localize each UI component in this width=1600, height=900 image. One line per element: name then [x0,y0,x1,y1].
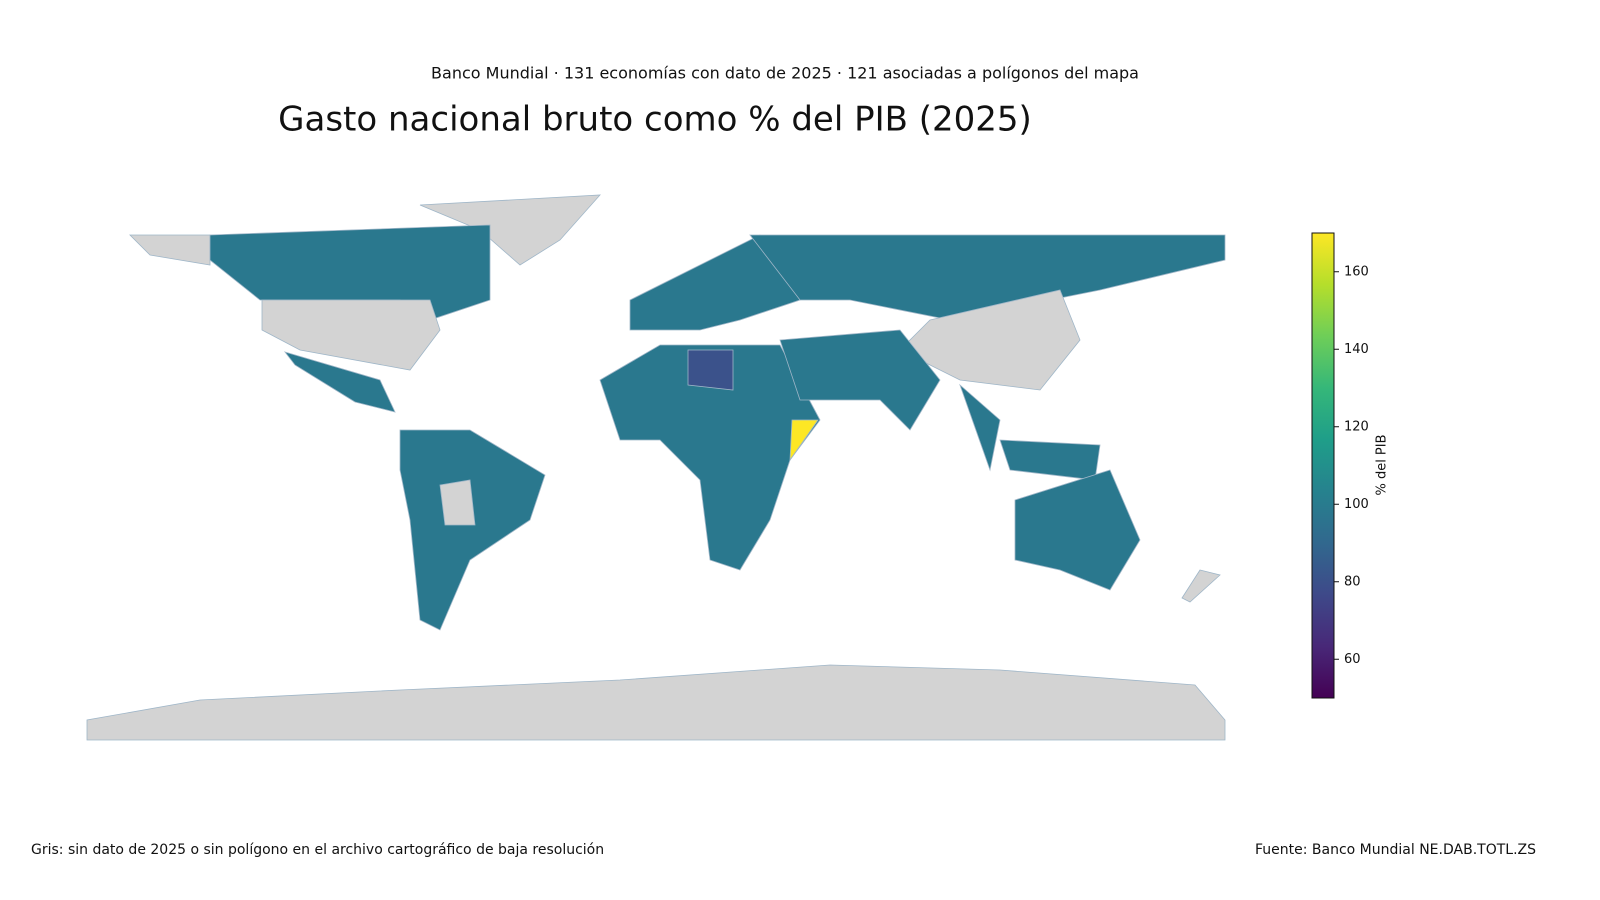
region [599,344,821,571]
colorbar [1311,232,1335,699]
region [999,439,1101,481]
region [1014,469,1141,591]
colorbar-tick-label: 80 [1344,574,1361,589]
landmass [1181,569,1221,603]
source: Fuente: Banco Mundial NE.DAB.TOTL.ZS [1255,842,1536,858]
region [789,419,819,462]
region [283,351,396,413]
landmass [439,479,476,526]
landmass [86,664,1226,741]
colorbar-tick-label: 60 [1344,652,1361,667]
region [687,349,734,391]
colorbar-tick-label: 160 [1344,264,1369,279]
subtitle: Banco Mundial · 131 economías con dato d… [431,64,1139,83]
chart-title: Gasto nacional bruto como % del PIB (202… [278,100,1032,140]
region [779,329,941,431]
region [959,383,1001,472]
colorbar-tick-label: 100 [1344,497,1369,512]
footnote: Gris: sin dato de 2025 o sin polígono en… [31,842,604,858]
landmass [129,234,211,266]
world-map [86,194,1226,741]
region [399,429,546,631]
landmass [261,299,441,371]
colorbar-tick-label: 140 [1344,342,1369,357]
colorbar-tick-label: 120 [1344,419,1369,434]
colorbar-title: % del PIB [1375,434,1390,495]
